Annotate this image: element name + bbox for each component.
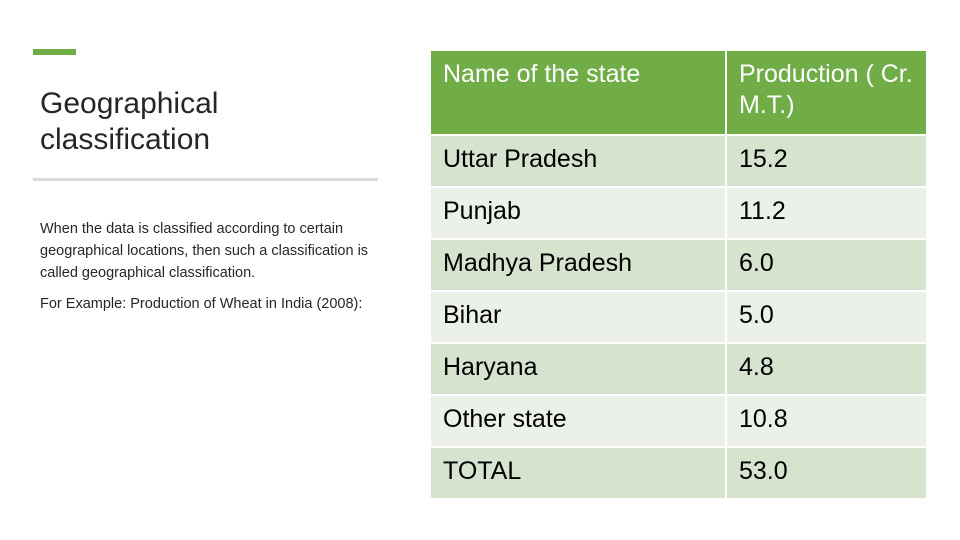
table-row: Haryana 4.8 [429,342,928,396]
state-cell: Uttar Pradesh [429,134,727,188]
title-divider [33,178,378,181]
definition-paragraph: When the data is classified according to… [40,221,369,281]
wheat-production-table: Name of the state Production ( Cr. M.T.)… [429,49,928,500]
example-paragraph: For Example: Production of Wheat in Indi… [40,296,363,312]
production-cell: 5.0 [725,290,928,344]
table-row: Uttar Pradesh 15.2 [429,134,928,188]
production-cell: 11.2 [725,186,928,240]
title-accent-bar [33,49,76,55]
slide-body: When the data is classified according to… [40,218,375,324]
table-row: Punjab 11.2 [429,186,928,240]
table-header-row: Name of the state Production ( Cr. M.T.) [429,49,928,136]
header-state: Name of the state [429,49,727,136]
state-cell: Bihar [429,290,727,344]
slide-title: Geographical classification [40,87,219,156]
table-row-total: TOTAL 53.0 [429,446,928,500]
table-row: Madhya Pradesh 6.0 [429,238,928,292]
production-cell: 53.0 [725,446,928,500]
state-cell: Other state [429,394,727,448]
header-production: Production ( Cr. M.T.) [725,49,928,136]
production-cell: 15.2 [725,134,928,188]
production-cell: 10.8 [725,394,928,448]
production-cell: 4.8 [725,342,928,396]
table-row: Bihar 5.0 [429,290,928,344]
state-cell: Punjab [429,186,727,240]
table-row: Other state 10.8 [429,394,928,448]
state-cell: TOTAL [429,446,727,500]
state-cell: Haryana [429,342,727,396]
production-cell: 6.0 [725,238,928,292]
state-cell: Madhya Pradesh [429,238,727,292]
